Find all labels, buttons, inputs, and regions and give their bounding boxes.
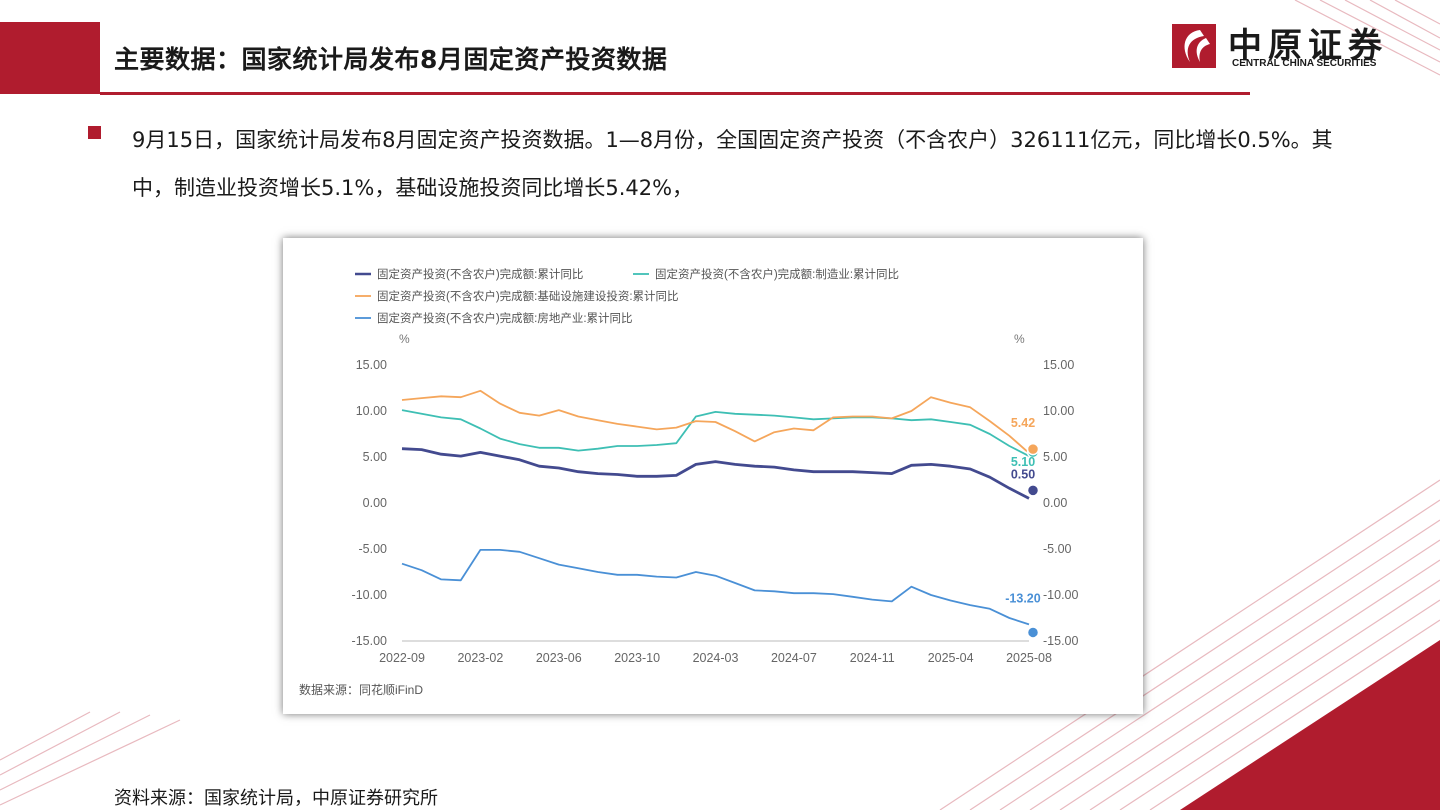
x-tick-label: 2023-06	[536, 651, 582, 665]
x-tick-label: 2023-10	[614, 651, 660, 665]
series-line-4	[401, 549, 1030, 626]
x-tick-label: 2024-03	[693, 651, 739, 665]
summary-paragraph: 9月15日，国家统计局发布8月固定资产投资数据。1—8月份，全国固定资产投资（不…	[132, 128, 1333, 200]
chart-source-note: 数据来源：同花顺iFinD	[299, 682, 423, 697]
logo-text-en: CENTRAL CHINA SECURITIES	[1232, 58, 1377, 69]
y-tick-right: 5.00	[1043, 450, 1067, 464]
legend-label-3: 固定资产投资(不含农户)完成额:基础设施建设投资:累计同比	[377, 289, 679, 303]
series-end-label-4: -13.20	[1005, 591, 1040, 605]
series-end-marker-4	[1026, 626, 1040, 639]
y-tick-right: -10.00	[1043, 588, 1078, 602]
y-tick-right: 10.00	[1043, 404, 1074, 418]
series-line-1	[401, 447, 1030, 500]
y-tick-left: 10.00	[356, 404, 387, 418]
series-line-2	[401, 409, 1030, 457]
y-axis-unit-left: %	[399, 332, 410, 346]
y-tick-left: 5.00	[363, 450, 387, 464]
series-line-3	[401, 389, 1030, 454]
y-axis-unit-right: %	[1014, 332, 1025, 346]
line-chart: 固定资产投资(不含农户)完成额:累计同比 固定资产投资(不含农户)完成额:制造业:…	[299, 267, 1078, 697]
company-logo: 中原证券 CENTRAL CHINA SECURITIES	[1170, 22, 1410, 74]
y-tick-left: -15.00	[352, 634, 387, 648]
x-tick-label: 2024-07	[771, 651, 817, 665]
title-underline	[100, 92, 1250, 95]
page-title: 主要数据：国家统计局发布8月固定资产投资数据	[114, 45, 668, 74]
y-tick-right: 15.00	[1043, 358, 1074, 372]
logo-mark-icon	[1172, 24, 1216, 68]
y-tick-right: 0.00	[1043, 496, 1067, 510]
x-tick-label: 2024-11	[850, 651, 895, 665]
legend-label-1: 固定资产投资(不含农户)完成额:累计同比	[377, 267, 583, 281]
bullet-icon	[88, 126, 101, 139]
y-tick-left: -10.00	[352, 588, 387, 602]
legend-label-2: 固定资产投资(不含农户)完成额:制造业:累计同比	[655, 267, 899, 281]
chart-card: 固定资产投资(不含农户)完成额:累计同比 固定资产投资(不含农户)完成额:制造业:…	[283, 238, 1143, 714]
footer-source: 资料来源：国家统计局，中原证券研究所	[114, 788, 438, 809]
y-tick-left: 15.00	[356, 358, 387, 372]
y-tick-right: -5.00	[1043, 542, 1072, 556]
x-tick-label: 2025-04	[928, 651, 974, 665]
x-tick-label: 2025-08	[1006, 651, 1052, 665]
y-tick-left: 0.00	[363, 496, 387, 510]
x-tick-label: 2023-02	[457, 651, 503, 665]
x-tick-label: 2022-09	[379, 651, 425, 665]
legend-label-4: 固定资产投资(不含农户)完成额:房地产业:累计同比	[377, 311, 633, 325]
series-end-marker-1	[1026, 484, 1040, 497]
series-end-label-1: 0.50	[1011, 467, 1035, 481]
header-accent-bar	[0, 22, 100, 94]
y-tick-right: -15.00	[1043, 634, 1078, 648]
series-end-label-3: 5.42	[1011, 416, 1035, 430]
series-end-marker-3	[1026, 442, 1040, 456]
logo-text-cn: 中原证券	[1228, 26, 1388, 66]
series-end-label-2: 5.10	[1011, 455, 1035, 469]
y-tick-left: -5.00	[359, 542, 388, 556]
